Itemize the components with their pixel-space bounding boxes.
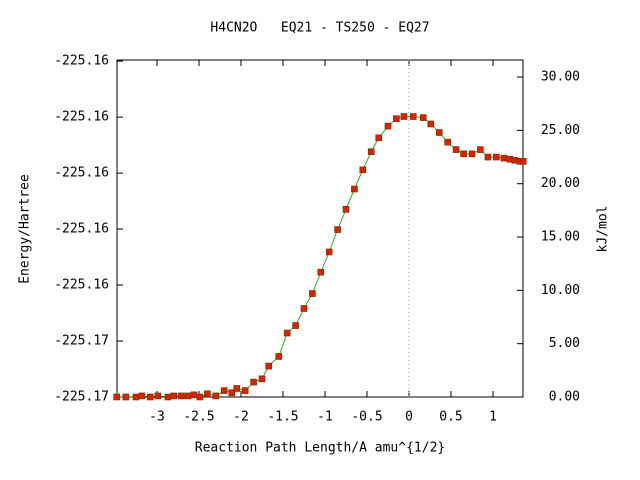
data-point (400, 113, 408, 120)
data-point (460, 150, 467, 158)
data-point (122, 393, 130, 401)
data-point (419, 114, 427, 121)
plot-border (116, 59, 524, 398)
y-tick-label: -225.16 (54, 54, 109, 69)
y-tick-label: -225.16 (54, 110, 109, 125)
data-point (351, 185, 358, 193)
y2-tick-label: 30.00 (541, 70, 580, 85)
data-point (283, 329, 291, 337)
data-point (204, 390, 211, 398)
chart-title: H4CN2O EQ21 - TS250 - EQ27 (210, 21, 429, 36)
data-point (258, 375, 266, 383)
data-point (359, 166, 367, 174)
data-point (113, 393, 120, 401)
data-point (375, 134, 383, 142)
x-tick-label: -0.5 (351, 410, 382, 425)
x-tick-label: -1 (317, 410, 333, 425)
data-point (184, 392, 192, 400)
data-point (393, 115, 400, 122)
data-point (452, 146, 460, 153)
data-point (468, 150, 476, 158)
data-point (367, 148, 375, 156)
data-point (309, 290, 316, 297)
x-tick-label: -2 (233, 410, 249, 425)
data-point (228, 389, 236, 397)
data-point (484, 153, 492, 161)
y2-tick-label: 10.00 (541, 283, 580, 298)
y-tick-label: -225.17 (54, 390, 109, 405)
data-point (196, 393, 204, 401)
x-tick-label: -3 (149, 410, 165, 425)
data-point (500, 154, 508, 162)
data-point (265, 362, 273, 370)
y2-tick-label: 0.00 (549, 390, 580, 405)
data-point (250, 378, 257, 386)
data-point (154, 392, 162, 400)
data-point (519, 158, 527, 165)
data-point (233, 385, 241, 392)
data-point (427, 120, 435, 128)
data-point (493, 153, 500, 161)
data-point (342, 206, 350, 213)
x-tick-label: -1.5 (267, 410, 298, 425)
y2-tick-label: 25.00 (541, 123, 580, 138)
x-axis-label: Reaction Path Length/A amu^{1/2} (195, 441, 445, 456)
data-point (444, 138, 451, 146)
data-point (275, 353, 283, 360)
y2-tick-label: 5.00 (549, 336, 580, 351)
data-point (241, 387, 249, 394)
data-point (300, 305, 308, 312)
y-tick-label: -225.17 (54, 334, 109, 349)
y-tick-label: -225.16 (54, 166, 109, 181)
y-tick-label: -225.16 (54, 222, 109, 237)
data-point (317, 268, 325, 276)
x-tick-label: 1 (489, 410, 497, 425)
y-tick-label: -225.16 (54, 278, 109, 293)
data-point (292, 322, 299, 329)
y2-axis-label: kJ/mol (596, 206, 611, 253)
data-point (334, 226, 341, 233)
x-tick-label: 0.5 (439, 410, 462, 425)
data-point (170, 392, 178, 400)
y-axis-label: Energy/Hartree (18, 174, 33, 284)
data-point (220, 387, 228, 394)
data-point (409, 113, 417, 120)
y2-tick-label: 20.00 (541, 176, 580, 191)
data-point (435, 129, 443, 136)
y2-tick-label: 15.00 (541, 230, 580, 245)
data-point (477, 146, 484, 153)
data-point (190, 391, 198, 399)
data-point (212, 392, 220, 400)
data-point (384, 122, 392, 130)
x-tick-label: 0 (405, 410, 413, 425)
data-point (164, 393, 172, 401)
data-point (325, 248, 333, 256)
data-point (146, 393, 154, 401)
data-point (178, 392, 185, 400)
x-tick-label: -2.5 (183, 410, 214, 425)
data-point (138, 392, 146, 400)
data-point (132, 393, 140, 401)
